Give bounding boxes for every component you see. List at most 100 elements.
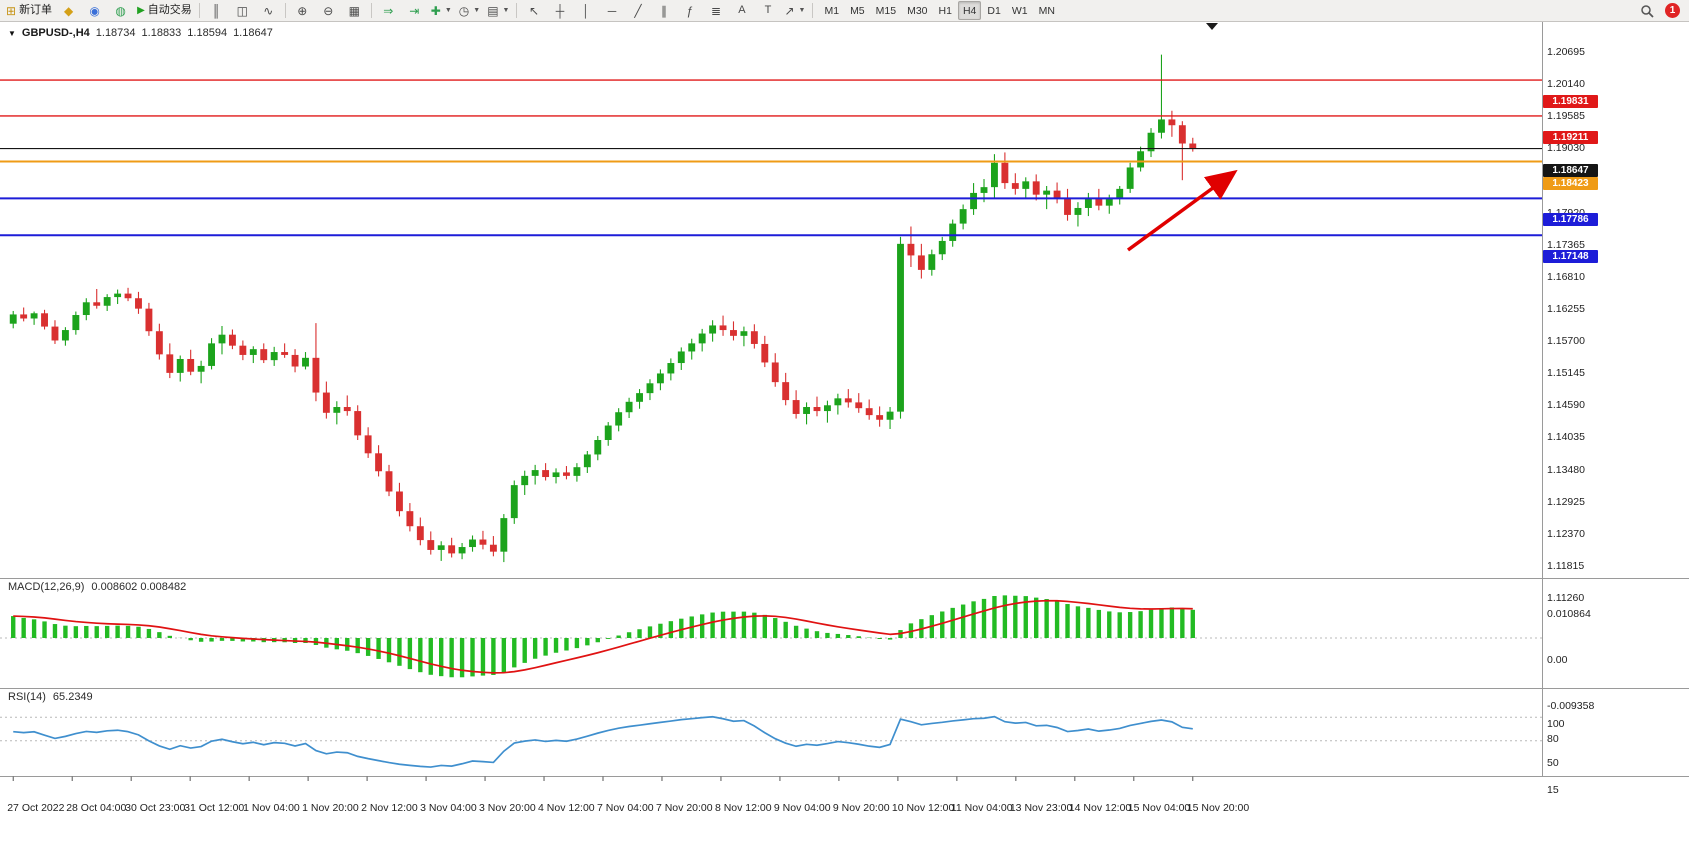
timeframe-m15[interactable]: M15 xyxy=(875,4,897,17)
indicators-icon: ✚ xyxy=(430,3,441,18)
horizontal-line-button[interactable]: ─ xyxy=(599,1,624,21)
vertical-line-button[interactable]: │ xyxy=(573,1,598,21)
zoom-out-icon: ⊖ xyxy=(323,3,334,18)
candlestick-button[interactable]: ◫ xyxy=(230,1,255,21)
macd-axis-label: -0.009358 xyxy=(1547,700,1595,712)
horizontal-line-icon: ─ xyxy=(607,3,617,18)
autotrading-icon: ▶ xyxy=(137,4,145,16)
high-value: 1.18833 xyxy=(141,27,182,39)
channel-button[interactable]: ∥ xyxy=(651,1,676,21)
price-axis-label: 1.16255 xyxy=(1547,302,1585,315)
autotrading-button[interactable]: ▶ 自动交易 xyxy=(134,1,195,21)
zoom-in-button[interactable]: ⊕ xyxy=(290,1,315,21)
timeframe-h1[interactable]: H1 xyxy=(938,4,952,17)
timeframe-m30[interactable]: M30 xyxy=(907,4,928,17)
cursor-button[interactable]: ↖ xyxy=(521,1,546,21)
timeframe-h4[interactable]: H4 xyxy=(957,1,982,20)
time-axis-label: 1 Nov 20:00 xyxy=(302,802,359,814)
indicators-button[interactable]: ✚ ▼ xyxy=(428,1,455,21)
price-axis-label: 1.17365 xyxy=(1547,238,1585,251)
candlestick-icon: ◫ xyxy=(236,3,248,18)
tile-windows-button[interactable]: ▦ xyxy=(342,1,367,21)
templates-button[interactable]: ▤ ▼ xyxy=(484,1,512,21)
price-axis-label: 1.15145 xyxy=(1547,367,1585,380)
new-order-icon: ⊞ xyxy=(6,3,17,18)
price-axis-label: 1.11815 xyxy=(1547,559,1585,572)
shapes-button[interactable]: ≣ xyxy=(703,1,728,21)
time-axis-label: 9 Nov 20:00 xyxy=(832,802,890,814)
text-icon: A xyxy=(738,4,746,16)
macd-axis-label: 0.010864 xyxy=(1547,608,1591,620)
macd-values: 0.008602 0.008482 xyxy=(91,581,187,593)
vertical-line-icon: │ xyxy=(582,3,590,18)
timeframe-mn[interactable]: MN xyxy=(1038,4,1055,17)
bar-chart-icon: ║ xyxy=(212,3,221,18)
text-button[interactable]: A xyxy=(729,1,754,21)
timeframe-m5[interactable]: M5 xyxy=(850,4,865,17)
new-order-button[interactable]: ⊞ 新订单 xyxy=(3,1,55,21)
fibonacci-button[interactable]: ƒ xyxy=(677,1,702,21)
timeframe-w1[interactable]: W1 xyxy=(1011,4,1028,17)
auto-scroll-button[interactable]: ⇒ xyxy=(376,1,401,21)
trend-arrow-annotation[interactable] xyxy=(1126,169,1238,252)
cursor-icon: ↖ xyxy=(528,3,539,18)
crosshair-icon: ┼ xyxy=(555,3,565,18)
rsi-axis-label: 80 xyxy=(1547,733,1559,746)
time-axis-label: 3 Nov 04:00 xyxy=(420,802,477,814)
rsi-axis-label: 50 xyxy=(1547,756,1559,769)
auto-scroll-icon: ⇒ xyxy=(383,3,394,18)
crosshair-button[interactable]: ┼ xyxy=(547,1,572,21)
one-click-trading-toggle[interactable]: ▼ xyxy=(8,28,16,38)
orange-pivot-line-badge: 1.18423 xyxy=(1543,176,1598,190)
rsi-label: RSI(14) xyxy=(8,691,46,703)
price-axis-label: 1.19585 xyxy=(1547,110,1585,123)
price-axis-label: 1.11260 xyxy=(1547,591,1585,604)
time-axis-label: 7 Nov 04:00 xyxy=(597,802,654,814)
time-axis-label: 1 Nov 04:00 xyxy=(243,802,300,814)
macd-axis-label: 0.00 xyxy=(1547,654,1568,666)
price-axis-label: 1.12925 xyxy=(1547,495,1585,508)
price-axis-label: 1.13480 xyxy=(1547,463,1585,476)
low-value: 1.18594 xyxy=(187,27,228,39)
symbol-period-label: GBPUSD-,H4 xyxy=(21,27,90,39)
arrows-button[interactable]: ↗ ▼ xyxy=(781,1,808,21)
line-chart-button[interactable]: ∿ xyxy=(256,1,281,21)
support-line-upper-badge: 1.17786 xyxy=(1543,213,1598,227)
new-chart-button[interactable]: ◆ xyxy=(56,1,81,21)
resistance-line-upper-badge: 1.19831 xyxy=(1543,95,1598,109)
time-axis-label: 3 Nov 20:00 xyxy=(479,802,536,814)
time-axis-label: 31 Oct 12:00 xyxy=(184,802,245,814)
close-value: 1.18647 xyxy=(233,27,273,39)
timeframe-m1[interactable]: M1 xyxy=(824,4,840,17)
arrows-icon: ↗ xyxy=(784,3,795,18)
zoom-out-button[interactable]: ⊖ xyxy=(316,1,341,21)
time-axis-label: 28 Oct 04:00 xyxy=(66,802,127,814)
toolbar-separator xyxy=(516,3,518,18)
chart-window: ▼ GBPUSD-,H4 1.18734 1.18833 1.18594 1.1… xyxy=(0,22,1689,862)
time-axis-label: 4 Nov 12:00 xyxy=(538,802,595,814)
price-axis-label: 1.12370 xyxy=(1547,527,1585,540)
search-button[interactable] xyxy=(1634,1,1659,21)
price-axis-label: 1.19030 xyxy=(1547,142,1585,155)
text-label-button[interactable]: T xyxy=(755,1,780,21)
chart-shift-button[interactable]: ⇥ xyxy=(402,1,427,21)
periods-button[interactable]: ◷ ▼ xyxy=(456,1,483,21)
price-axis-label: 1.15700 xyxy=(1547,335,1585,348)
profiles-icon: ◉ xyxy=(89,3,100,18)
trendline-button[interactable]: ╱ xyxy=(625,1,650,21)
rsi-axis-label: 100 xyxy=(1547,717,1565,730)
timeframe-d1[interactable]: D1 xyxy=(987,4,1001,17)
rsi-value: 65.2349 xyxy=(52,691,93,703)
toolbar-separator xyxy=(812,3,814,18)
templates-icon: ▤ xyxy=(487,3,499,18)
bid-price-line-badge: 1.18647 xyxy=(1543,163,1598,177)
notification-badge[interactable]: 1 xyxy=(1665,3,1680,18)
chart-canvas[interactable] xyxy=(0,22,1689,862)
bar-chart-button[interactable]: ║ xyxy=(204,1,229,21)
profiles-button[interactable]: ◉ xyxy=(82,1,107,21)
chevron-down-icon: ▼ xyxy=(502,7,510,14)
market-watch-button[interactable]: ◍ xyxy=(108,1,133,21)
time-axis-label: 27 Oct 2022 xyxy=(7,802,65,814)
time-axis-label: 2 Nov 12:00 xyxy=(361,802,418,814)
fibonacci-icon: ƒ xyxy=(686,3,694,18)
